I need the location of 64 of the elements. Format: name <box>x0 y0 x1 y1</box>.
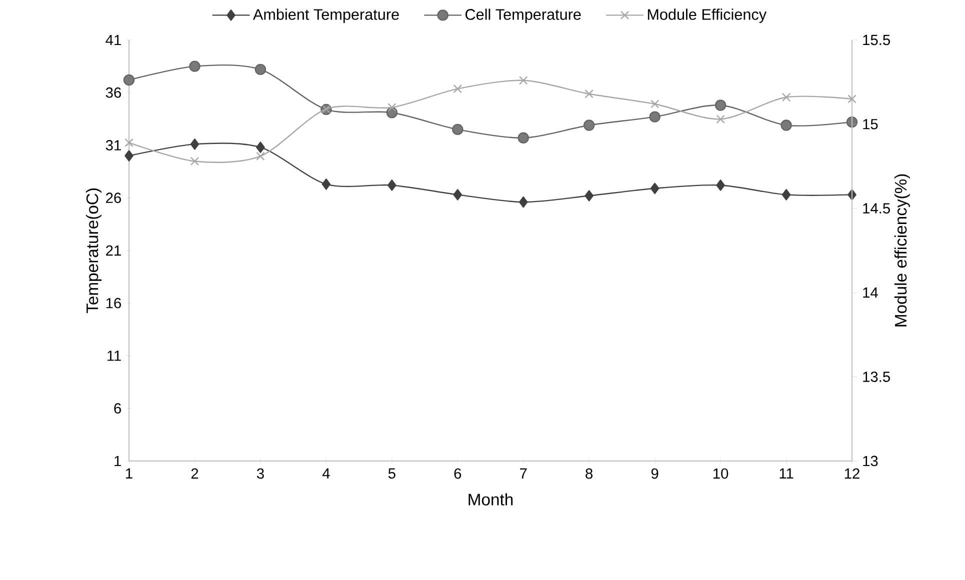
y2-tick-label: 15 <box>863 119 878 130</box>
y2-axis-title: Module efficiency(%) <box>894 174 910 326</box>
point <box>124 150 134 162</box>
point <box>190 156 200 166</box>
x-tick-label: 11 <box>780 468 794 478</box>
x-tick-label: 8 <box>586 468 593 479</box>
point <box>256 152 265 161</box>
point <box>782 189 791 200</box>
y-tick-label: 6 <box>114 403 121 414</box>
y2-tick-label: 13.5 <box>863 372 890 382</box>
point <box>649 111 660 122</box>
y2-tick-label: 14 <box>863 288 878 298</box>
x-tick-label: 6 <box>454 468 462 479</box>
y-tick-label: 11 <box>108 350 121 361</box>
legend-label: Cell Temperature <box>466 8 581 23</box>
y-tick-label: 26 <box>106 192 121 204</box>
point <box>190 138 200 150</box>
legend-label: Ambient Temperature <box>252 8 399 23</box>
point <box>584 90 594 98</box>
x-tick-label: 12 <box>844 468 860 479</box>
point <box>782 92 791 102</box>
y-tick-label: 36 <box>106 87 121 98</box>
point <box>388 180 396 191</box>
point <box>780 120 792 131</box>
point <box>650 100 660 108</box>
point <box>256 142 265 154</box>
point <box>452 124 464 136</box>
point <box>650 182 660 194</box>
x-tick-label: 1 <box>126 468 132 478</box>
y-tick-label: 21 <box>106 245 121 256</box>
legend-label: Module Efficiency <box>648 8 767 23</box>
x-tick-label: 10 <box>714 468 728 479</box>
point <box>518 132 529 144</box>
point <box>322 178 331 190</box>
x-tick-label: 4 <box>322 468 330 478</box>
point <box>714 100 726 111</box>
x-tick-label: 2 <box>191 468 198 479</box>
x-tick-label: 7 <box>520 468 527 478</box>
point <box>583 120 595 131</box>
y-axis-title: Temperature(oC) <box>86 188 102 314</box>
y2-tick-label: 15.5 <box>863 34 890 46</box>
point <box>518 76 528 85</box>
point <box>453 189 462 200</box>
y-tick-label: 1 <box>114 456 121 466</box>
y-tick-label: 41 <box>106 34 121 46</box>
point <box>189 60 200 72</box>
point <box>388 102 396 112</box>
point <box>123 74 135 86</box>
y-tick-label: 31 <box>106 140 121 150</box>
point <box>584 190 594 202</box>
x-tick-label: 5 <box>388 468 396 479</box>
point <box>716 180 725 191</box>
y2-tick-label: 14.5 <box>863 203 890 214</box>
y2-tick-label: 13 <box>863 456 878 466</box>
x-axis-title: Month <box>468 493 513 506</box>
x-tick-label: 9 <box>651 468 658 479</box>
point <box>716 114 725 124</box>
y-tick-label: 16 <box>106 298 121 308</box>
point <box>254 64 266 76</box>
point <box>848 94 856 104</box>
point <box>453 84 462 94</box>
point <box>518 196 528 208</box>
x-tick-label: 3 <box>256 468 264 479</box>
point <box>124 138 134 148</box>
